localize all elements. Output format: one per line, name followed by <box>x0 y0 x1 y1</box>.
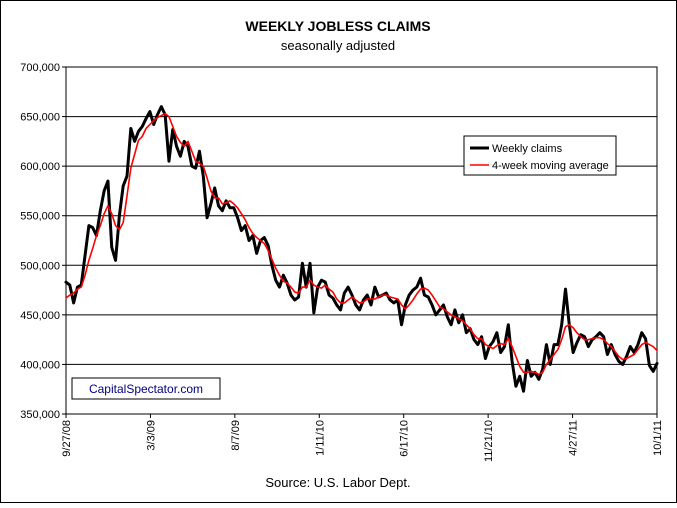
watermark-frame <box>71 377 221 400</box>
plot-area <box>65 66 658 415</box>
y-axis: 350,000 400,000 450,000 500,000 550,000 600,0… <box>20 62 66 421</box>
series-layer <box>64 105 659 393</box>
y-tick-label: 650,000 <box>20 112 60 124</box>
x-tick-label: 9/27/08 <box>61 420 73 457</box>
source-note: Source: U.S. Labor Dept. <box>265 475 410 490</box>
x-axis: 9/27/08 3/3/09 8/7/09 1/11/10 6/17/10 11/21/1… <box>61 414 664 462</box>
grid-layer <box>66 116 657 365</box>
legend-label-average: 4-week moving average <box>492 160 609 172</box>
x-tick-label: 11/21/10 <box>483 420 495 462</box>
y-tick-label: 600,000 <box>20 161 60 173</box>
legend-box <box>463 135 617 176</box>
legend-label-weekly: Weekly claims <box>492 143 563 155</box>
chart-subtitle: seasonally adjusted <box>281 38 395 53</box>
watermark-text: CapitalSpectator.com <box>89 382 203 396</box>
y-tick-label: 400,000 <box>20 359 60 371</box>
x-tick-label: 6/17/10 <box>399 420 411 457</box>
x-tick-label: 8/7/09 <box>230 420 242 451</box>
x-tick-label: 1/11/10 <box>314 420 326 456</box>
x-tick-label: 10/1/11 <box>652 420 664 456</box>
moving-average-line <box>65 112 658 376</box>
y-tick-label: 700,000 <box>20 62 60 74</box>
chart-title: WEEKLY JOBLESS CLAIMS <box>245 18 430 34</box>
watermark-box: CapitalSpectator.com <box>71 377 221 400</box>
y-tick-label: 500,000 <box>20 260 60 272</box>
y-tick-label: 450,000 <box>20 310 60 322</box>
legend: Weekly claims 4-week moving average <box>463 135 617 176</box>
y-tick-label: 350,000 <box>20 409 60 421</box>
x-tick-label: 3/3/09 <box>145 420 157 451</box>
y-tick-label: 550,000 <box>20 211 60 223</box>
x-tick-label: 4/27/11 <box>568 420 580 456</box>
